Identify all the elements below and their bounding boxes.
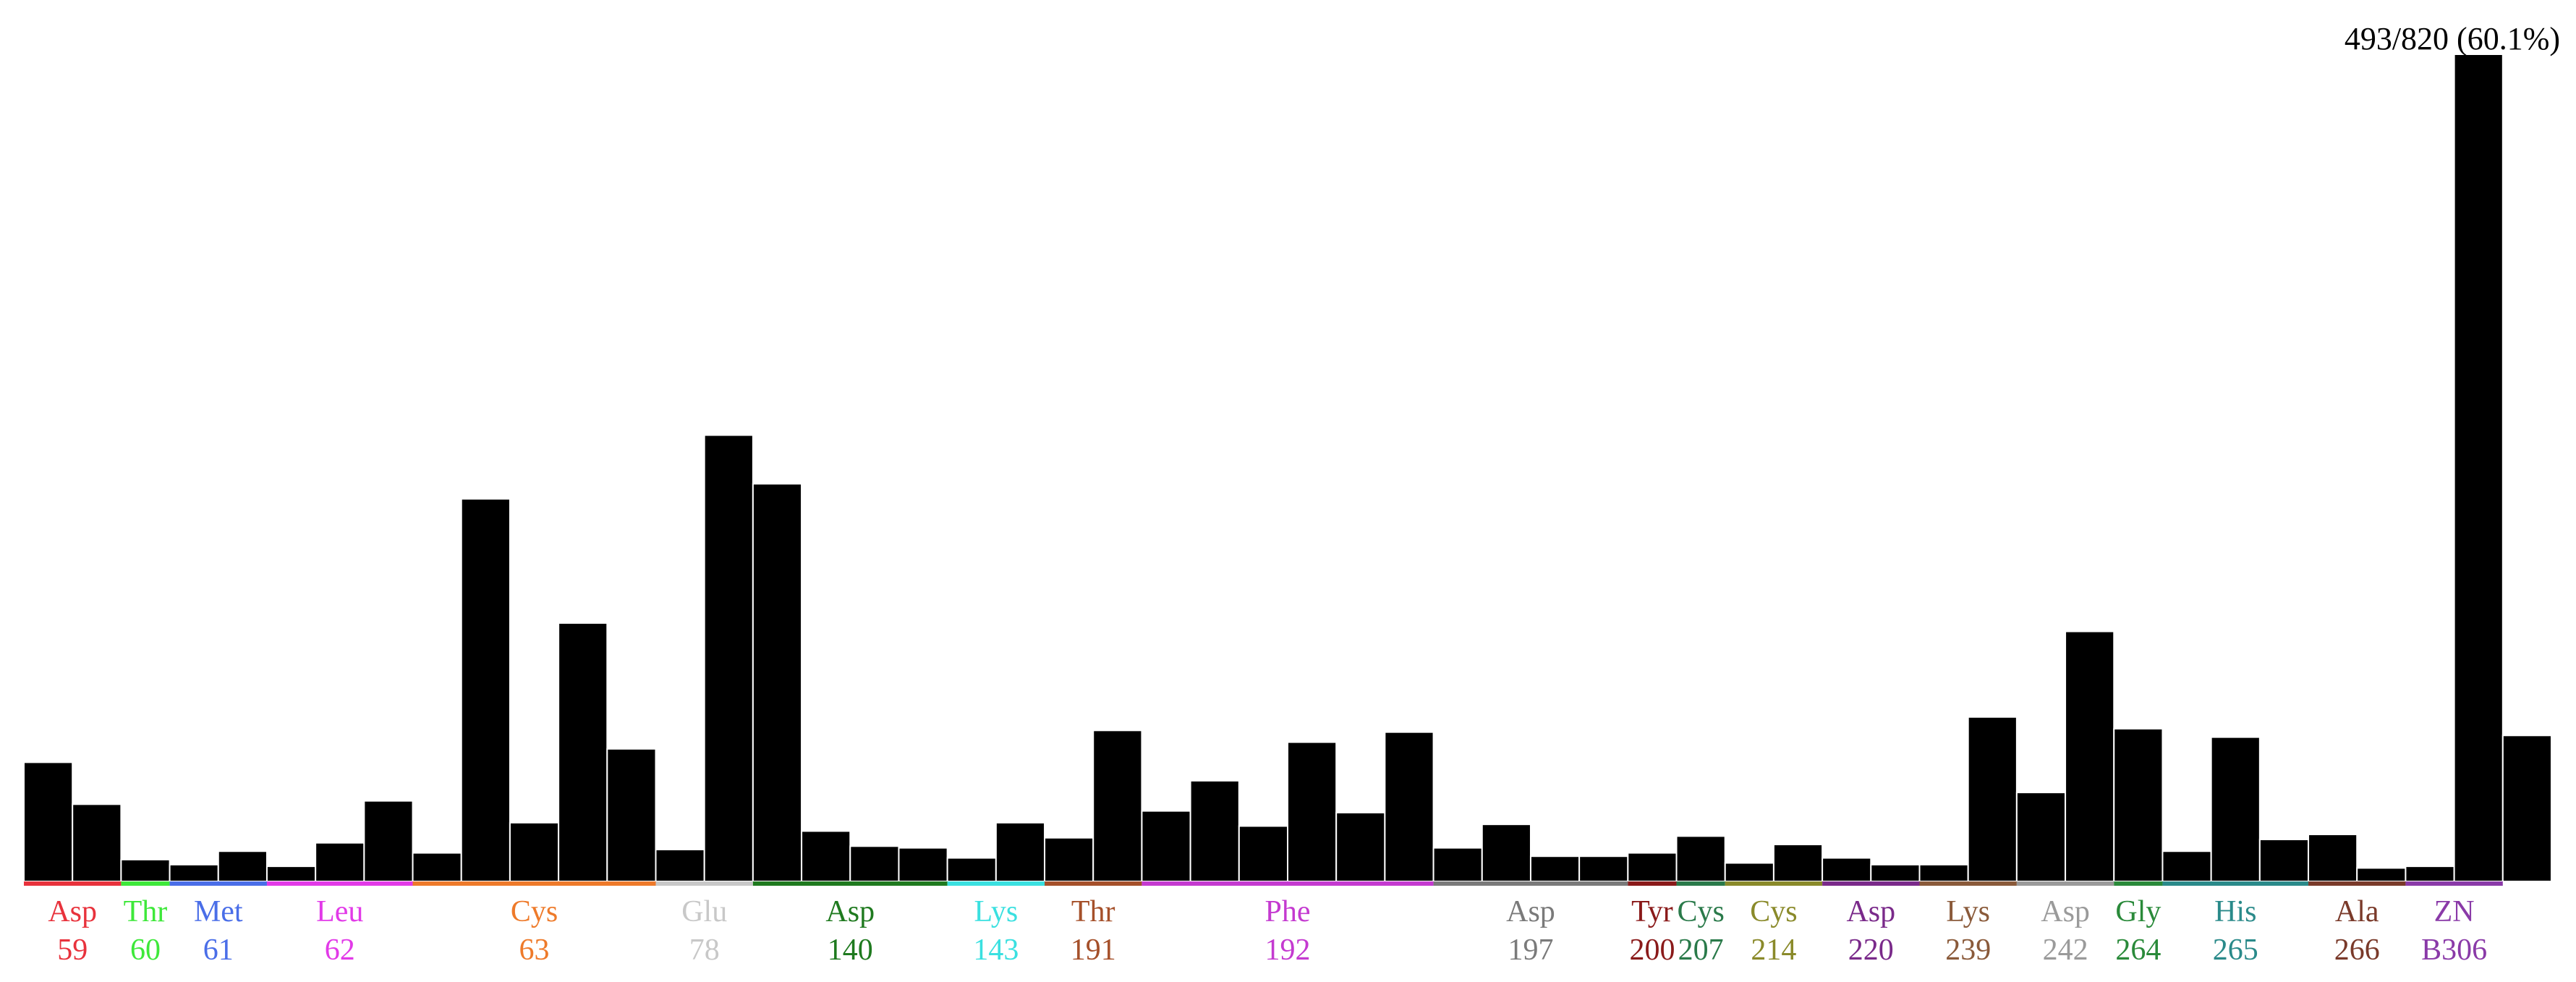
bar [217, 850, 268, 883]
bar [315, 842, 365, 883]
bar [606, 748, 657, 882]
residue-name-label: Thr [124, 895, 168, 928]
bar [1578, 855, 1629, 882]
bar [995, 821, 1046, 882]
bar [1675, 835, 1726, 883]
bar [558, 622, 608, 883]
bars-group [23, 54, 2553, 883]
residue-number-label: 191 [1071, 934, 1116, 967]
bar [1238, 825, 1289, 882]
residue-name-label: Asp [48, 895, 97, 928]
bar [509, 821, 560, 882]
residue-name-label: Lys [974, 895, 1019, 928]
bar [2210, 736, 2261, 882]
residue-name-label: Phe [1265, 895, 1311, 928]
bar [946, 857, 997, 883]
max-value-label: 493/820 (60.1%) [2344, 21, 2560, 56]
bar [169, 863, 219, 882]
bar [1044, 837, 1094, 882]
residue-name-label: Gly [2115, 895, 2161, 928]
bar [1967, 716, 2018, 882]
residue-name-label: Glu [681, 895, 727, 928]
bar [1627, 852, 1678, 882]
bar [2015, 792, 2067, 882]
bar [1870, 863, 1921, 882]
residue-name-label: Cys [1750, 895, 1797, 928]
bar [23, 761, 74, 883]
residue-name-label: Ala [2335, 895, 2379, 928]
residue-number-label: 265 [2213, 934, 2258, 967]
residue-number-label: 200 [1629, 934, 1675, 967]
bar [2161, 850, 2212, 883]
residue-name-label: Asp [825, 895, 875, 928]
residue-number-label: 264 [2115, 934, 2161, 967]
bar [1432, 847, 1483, 883]
bar [1724, 862, 1774, 882]
residue-name-label: Asp [1846, 895, 1895, 928]
residue-name-label: Cys [1677, 895, 1724, 928]
residue-name-label: Leu [316, 895, 363, 928]
bar [72, 803, 122, 882]
bar [1481, 824, 1531, 883]
bar [2113, 728, 2164, 883]
residue-name-label: Thr [1071, 895, 1115, 928]
bar [363, 800, 414, 882]
residue-name-label: Met [194, 895, 243, 928]
bar [1335, 811, 1386, 882]
bar [801, 830, 851, 882]
residue-name-label: Lys [1946, 895, 1990, 928]
residue-number-label: 62 [325, 934, 355, 967]
bar [1772, 843, 1824, 882]
bar [1287, 741, 1338, 882]
residue-number-label: 242 [2043, 934, 2088, 967]
bar [898, 847, 948, 883]
bar [265, 865, 317, 883]
residue-number-label: 61 [203, 934, 234, 967]
residue-number-label: B306 [2421, 934, 2487, 967]
bar [1384, 731, 1434, 882]
residue-number-label: 220 [1848, 934, 1894, 967]
bar [752, 483, 803, 882]
bar [1822, 857, 1872, 883]
residue-name-label: ZN [2434, 895, 2475, 928]
bar [655, 848, 705, 882]
residue-number-label: 78 [689, 934, 720, 967]
bar [1529, 855, 1581, 882]
residue-name-label: Asp [2041, 895, 2090, 928]
bar [849, 845, 900, 883]
bar [2258, 839, 2310, 883]
bar [2501, 735, 2553, 882]
residue-number-label: 59 [57, 934, 88, 967]
residue-number-label: 60 [130, 934, 161, 967]
bar [2308, 834, 2358, 882]
residue-name-label: His [2214, 895, 2256, 928]
bar [2453, 54, 2504, 882]
residue-number-label: 140 [828, 934, 873, 967]
residue-name-label: Cys [511, 895, 558, 928]
bar [2065, 630, 2115, 882]
residue-number-label: 143 [973, 934, 1019, 967]
residue-number-label: 63 [519, 934, 550, 967]
residue-name-label: Asp [1506, 895, 1555, 928]
residue-number-label: 266 [2334, 934, 2380, 967]
residue-labels-group: Asp 59 Thr 60 Met 61 Leu 62 Cys 63 Glu 78 Asp 140 Lys 1… [48, 895, 2487, 967]
bar [1189, 779, 1240, 883]
bar [2356, 867, 2407, 882]
bar [1918, 863, 1969, 882]
bar [1141, 810, 1191, 882]
residue-number-label: 214 [1751, 934, 1796, 967]
bar [120, 858, 171, 882]
residue-number-label: 192 [1265, 934, 1311, 967]
bar [460, 498, 511, 882]
residue-name-label: Tyr [1631, 895, 1673, 928]
bar [703, 434, 754, 882]
bar [2405, 865, 2455, 883]
bar [1092, 729, 1143, 883]
residue-number-label: 207 [1678, 934, 1724, 967]
bar [412, 852, 462, 882]
residue-number-label: 239 [1945, 934, 1991, 967]
residue-number-label: 197 [1508, 934, 1553, 967]
